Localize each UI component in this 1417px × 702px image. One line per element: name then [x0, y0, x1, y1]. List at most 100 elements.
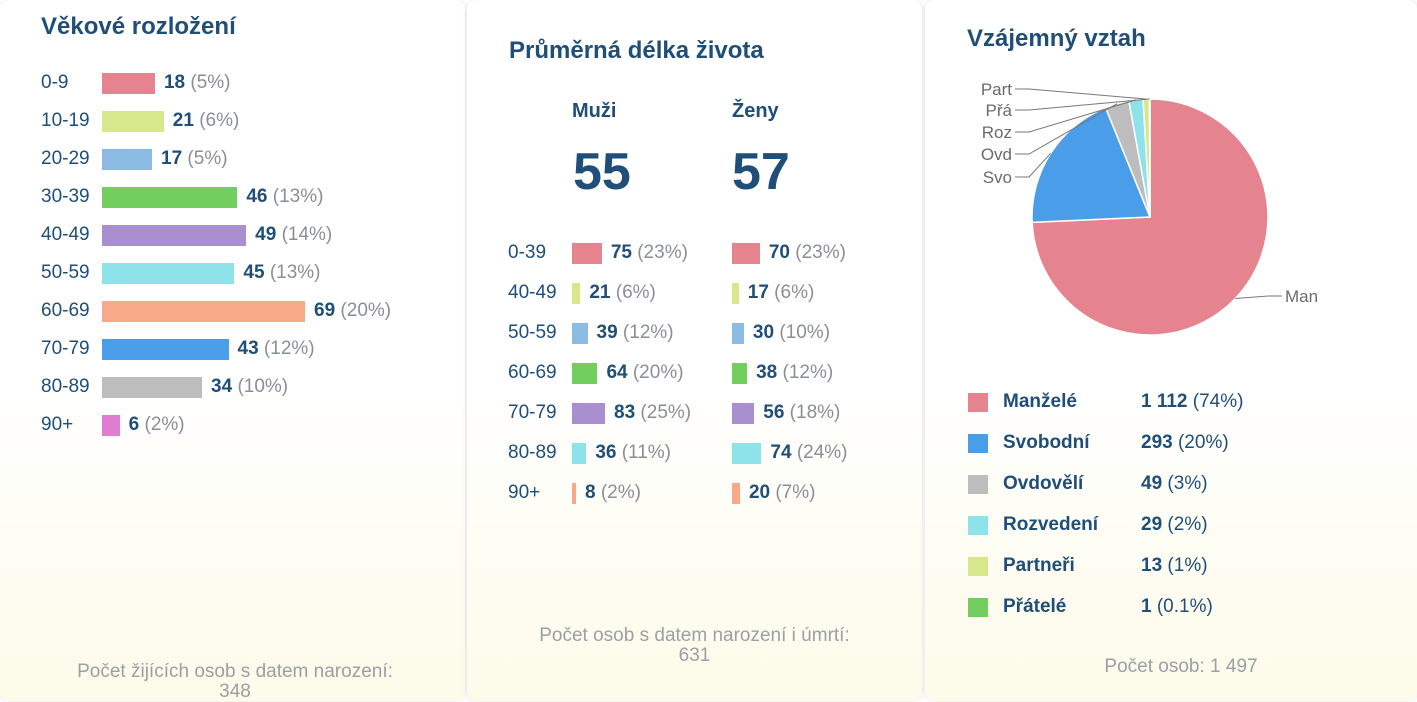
age-group-bar [102, 111, 164, 132]
women-value: 70 (23%) [769, 242, 846, 264]
legend-label: Ovdovělí [1003, 473, 1083, 495]
men-value-percent: (12%) [623, 322, 674, 343]
men-value-number: 64 [606, 362, 627, 383]
legend-value: 1 (0.1%) [1141, 596, 1213, 618]
pie-slice-label: Part [981, 80, 1012, 99]
men-value: 8 (2%) [585, 482, 641, 504]
life-age-group-label: 40-49 [508, 282, 557, 304]
women-value-percent: (7%) [775, 482, 815, 503]
women-value: 17 (6%) [748, 282, 815, 304]
age-group-value-number: 49 [255, 224, 276, 245]
women-bar [732, 283, 739, 304]
women-value-percent: (18%) [790, 402, 841, 423]
pie-label-leader [1235, 296, 1282, 299]
pie-slice-label: Přá [986, 101, 1013, 120]
men-value-number: 39 [597, 322, 618, 343]
women-bar [732, 363, 747, 384]
age-group-label: 50-59 [41, 262, 90, 284]
age-distribution-footer: Počet žijících osob s datem narození: 34… [20, 662, 450, 702]
age-group-label: 10-19 [41, 110, 90, 132]
men-bar [572, 363, 597, 384]
legend-label: Přátelé [1003, 596, 1066, 618]
age-group-value: 18 (5%) [164, 72, 231, 94]
age-group-value: 46 (13%) [246, 186, 323, 208]
age-group-value-percent: (13%) [270, 262, 321, 283]
age-group-label: 0-9 [41, 72, 68, 94]
women-bar [732, 443, 761, 464]
men-value-percent: (25%) [640, 402, 691, 423]
age-group-label: 90+ [41, 414, 73, 436]
pie-slice-label: Ovd [981, 145, 1012, 164]
women-value-number: 30 [753, 322, 774, 343]
legend-label: Partneři [1003, 555, 1075, 577]
age-group-value-percent: (2%) [145, 414, 185, 435]
life-age-group-label: 70-79 [508, 402, 557, 424]
age-group-value: 6 (2%) [129, 414, 185, 436]
legend-value: 293 (20%) [1141, 432, 1229, 454]
men-value-percent: (20%) [633, 362, 684, 383]
average-age-women: 57 [732, 142, 790, 202]
age-group-bar [102, 339, 229, 360]
age-group-label: 60-69 [41, 300, 90, 322]
legend-value-number: 293 [1141, 432, 1173, 453]
age-group-value: 34 (10%) [211, 376, 288, 398]
men-value-number: 83 [614, 402, 635, 423]
women-value-percent: (10%) [779, 322, 830, 343]
column-head-men: Muži [572, 100, 616, 123]
women-value-percent: (12%) [783, 362, 834, 383]
women-value-number: 74 [770, 442, 791, 463]
age-distribution-footer-text: Počet žijících osob s datem narození: [20, 662, 450, 682]
pie-label-leader [1015, 89, 1146, 99]
legend-value-number: 49 [1141, 473, 1162, 494]
age-group-bar [102, 377, 202, 398]
relationship-footer: Počet osob: 1 497 [945, 657, 1417, 677]
age-group-value: 69 (20%) [314, 300, 391, 322]
age-group-value: 21 (6%) [173, 110, 240, 132]
men-value-number: 75 [611, 242, 632, 263]
age-group-value: 49 (14%) [255, 224, 332, 246]
legend-value: 29 (2%) [1141, 514, 1208, 536]
age-group-value-percent: (5%) [187, 148, 227, 169]
age-group-label: 70-79 [41, 338, 90, 360]
legend-value-number: 13 [1141, 555, 1162, 576]
legend-label: Svobodní [1003, 432, 1090, 454]
age-group-value: 43 (12%) [238, 338, 315, 360]
life-age-group-label: 50-59 [508, 322, 557, 344]
life-expectancy-panel: Průměrná délka života Muži Ženy 55 57 0-… [467, 0, 922, 701]
women-value: 20 (7%) [749, 482, 816, 504]
life-age-group-label: 0-39 [508, 242, 546, 264]
women-bar [732, 483, 740, 504]
women-value-number: 70 [769, 242, 790, 263]
pie-slice-label: Svo [983, 168, 1012, 187]
men-value-percent: (2%) [601, 482, 641, 503]
life-expectancy-footer-count: 631 [487, 646, 902, 666]
women-value-number: 56 [763, 402, 784, 423]
legend-value: 49 (3%) [1141, 473, 1208, 495]
age-group-value-number: 46 [246, 186, 267, 207]
life-age-group-label: 80-89 [508, 442, 557, 464]
legend-value-number: 29 [1141, 514, 1162, 535]
men-bar [572, 243, 602, 264]
legend-value-percent: (74%) [1193, 391, 1244, 412]
age-group-label: 80-89 [41, 376, 90, 398]
women-bar [732, 243, 760, 264]
age-group-value-percent: (10%) [237, 376, 288, 397]
life-expectancy-title: Průměrná délka života [509, 37, 764, 65]
age-distribution-title: Věkové rozložení [41, 13, 236, 41]
legend-label: Rozvedení [1003, 514, 1098, 536]
legend-value-percent: (3%) [1167, 473, 1207, 494]
legend-value: 1 112 (74%) [1141, 391, 1243, 413]
men-value-percent: (11%) [622, 442, 671, 463]
legend-value-percent: (2%) [1167, 514, 1207, 535]
men-value: 64 (20%) [606, 362, 683, 384]
age-group-value-number: 18 [164, 72, 185, 93]
age-group-bar [102, 415, 120, 436]
pie-slice-label: Man [1285, 287, 1318, 306]
men-bar [572, 443, 586, 464]
age-group-bar [102, 263, 234, 284]
women-value-percent: (6%) [774, 282, 814, 303]
men-bar [572, 483, 576, 504]
age-group-value-number: 45 [243, 262, 264, 283]
women-value-percent: (24%) [797, 442, 848, 463]
